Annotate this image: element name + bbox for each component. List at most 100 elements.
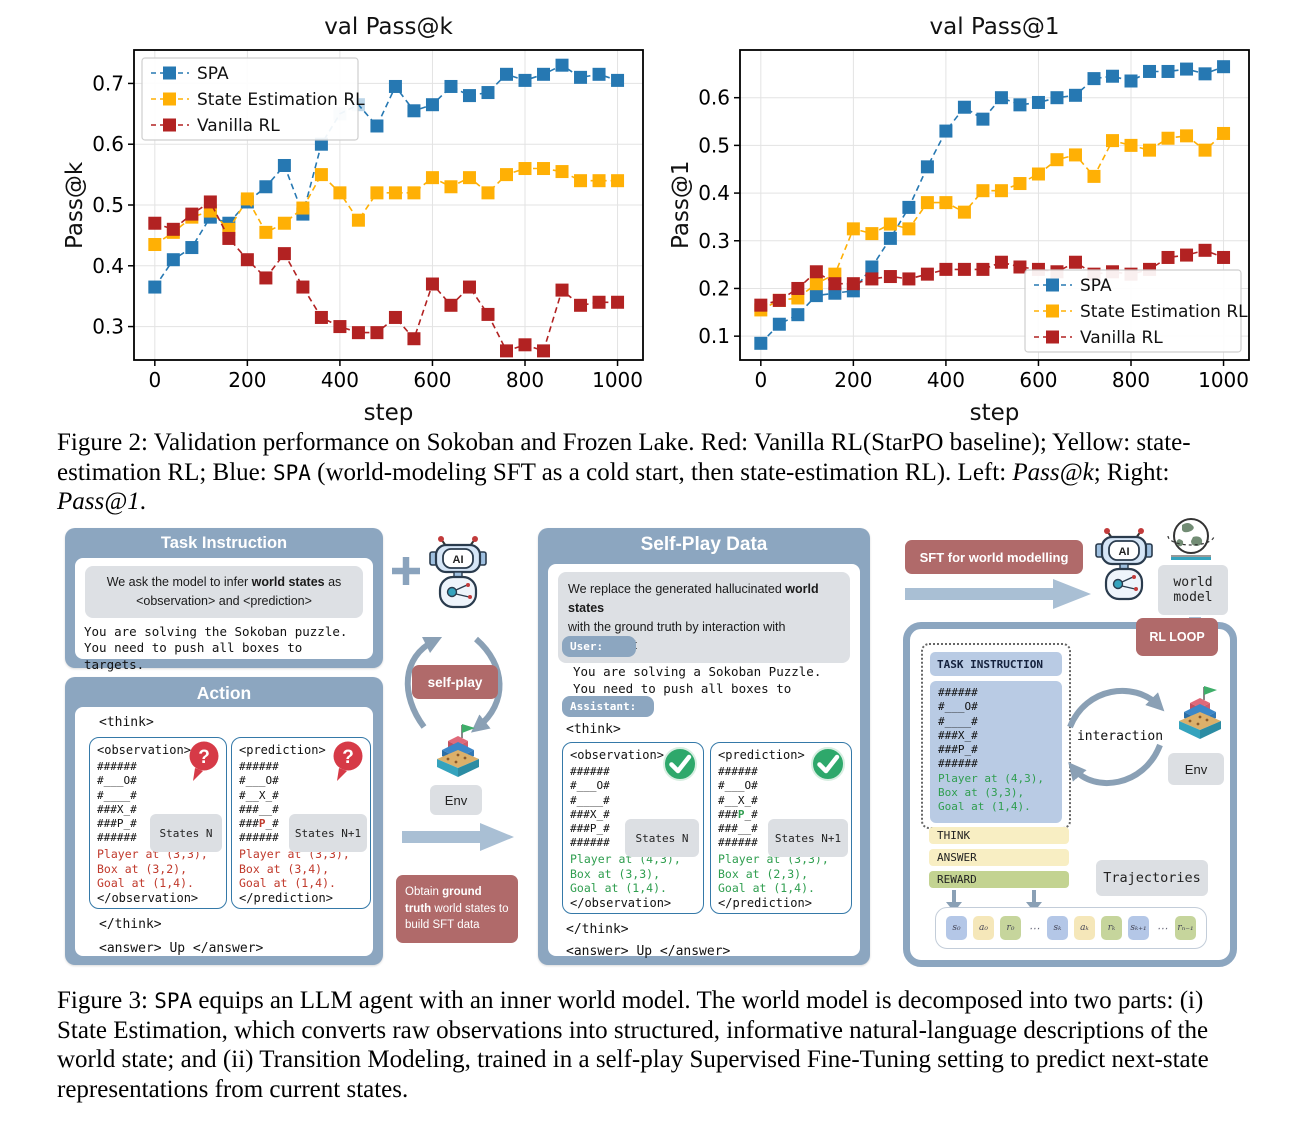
svg-text:1000: 1000: [592, 368, 643, 392]
svg-text:800: 800: [1112, 368, 1150, 392]
prediction-close-tag: </prediction>: [718, 895, 812, 910]
panel-title: Self-Play Data: [640, 534, 768, 555]
x-axis-label: step: [969, 400, 1020, 426]
task-intro-box: We ask the model to infer world states a…: [85, 566, 363, 618]
token-ellipsis: ⋯: [1028, 921, 1040, 935]
sokoban-grid: ###### #___O# #__X_# ###__# ###P_# ######: [239, 760, 279, 845]
chart-val-pass-at-k: val Pass@k Pass@k 0 200 400 600 800 1000 0.3 0.…: [62, 14, 670, 426]
env-icon: [437, 724, 479, 777]
state-text: Player at (3,3), Box at (2,3), Goal at (1,…: [718, 851, 829, 896]
interaction-arrows: [1067, 687, 1165, 786]
prediction-box: <prediction> ###### #___O# #__X_# ###__# ###…: [231, 737, 371, 909]
svg-text:0.5: 0.5: [92, 193, 124, 217]
sokoban-grid: ###### #___O# #__X_# ###P_# ###__# ######: [718, 765, 758, 850]
answer-tag: <answer> Up </answer>: [566, 944, 731, 959]
self-play-data-panel: Self-Play Data We replace the generated …: [538, 528, 870, 965]
observation-box: <observation> ###### #___O# #____# ###X_# ##…: [89, 737, 227, 909]
chart-title: val Pass@1: [929, 14, 1060, 40]
prediction-open-tag: <prediction>: [718, 748, 805, 762]
figure2-caption: Figure 2: Validation performance on Soko…: [57, 429, 1191, 515]
svg-text:AI: AI: [1119, 546, 1130, 558]
think-open-tag: <think>: [99, 715, 154, 730]
svg-text:SPA: SPA: [197, 64, 229, 84]
interaction-label: interaction: [1076, 729, 1164, 744]
self-play-loop-arrows: [404, 636, 503, 733]
svg-text:0.7: 0.7: [92, 71, 124, 95]
task-instruction-pill: TASK INSTRUCTION: [930, 652, 1062, 676]
token-chip: sₖ: [1047, 916, 1068, 940]
trajectories-box: Trajectories: [1096, 860, 1208, 896]
svg-text:SPA: SPA: [1080, 276, 1112, 296]
task-body-text: You are solving the Sokoban puzzle. You n…: [84, 623, 348, 673]
chart-plot: 0 200 400 600 800 1000 0.1 0.2 0.3 0.4 0.5 0.6 SPA St…: [698, 49, 1250, 392]
svg-text:0.5: 0.5: [698, 133, 730, 157]
check-badge-icon: [663, 747, 697, 781]
chart-title: val Pass@k: [324, 14, 453, 40]
x-axis-label: step: [363, 400, 414, 426]
answer-pill: ANSWER: [929, 849, 1069, 866]
token-chip: r₀: [1000, 916, 1021, 940]
rl-loop-badge: RL LOOP: [1136, 618, 1218, 656]
svg-text:400: 400: [321, 368, 359, 392]
rl-task-dotted-box: TASK INSTRUCTION ###### #___O# #____# ###X_…: [921, 643, 1071, 829]
reward-pill: REWARD: [929, 871, 1069, 888]
think-close-tag: </think>: [566, 922, 629, 937]
observation-close-tag: </observation>: [570, 895, 672, 910]
think-open-tag: <think>: [566, 722, 621, 737]
observation-open-tag: <observation>: [97, 743, 191, 757]
panel-title: Task Instruction: [160, 534, 288, 552]
svg-text:Vanilla RL: Vanilla RL: [1080, 328, 1163, 348]
svg-text:800: 800: [506, 368, 544, 392]
obtain-ground-truth-box: Obtain ground truth world states to buil…: [396, 875, 518, 943]
obtain-text: Obtain ground truth world states to buil…: [405, 885, 509, 932]
question-badge-icon: ?: [189, 741, 219, 781]
token-ellipsis: ⋯: [1156, 921, 1168, 935]
svg-text:Vanilla RL: Vanilla RL: [197, 116, 280, 136]
to-selfplay-arrow: [402, 823, 514, 851]
token-chip: s₀: [946, 916, 967, 940]
svg-text:0.2: 0.2: [698, 276, 730, 300]
state-text: Player at (4,3), Box at (3,3), Goal at (1,…: [938, 771, 1044, 814]
chart-val-pass-at-1: val Pass@1 Pass@1 0 200 400 600 800 1000 0.1 0.…: [668, 14, 1276, 426]
figure3-caption: Figure 3: SPA equips an LLM agent with a…: [57, 987, 1209, 1103]
states-n1-label: States N+1: [768, 819, 848, 857]
panel-card: <think> <observation> ###### #___O# #____#…: [75, 707, 373, 956]
sokoban-grid: ###### #___O# #____# ###X_# ###P_# ######: [97, 760, 137, 845]
token-chip: sₖ₊₁: [1128, 916, 1149, 940]
check-badge-icon: [811, 747, 845, 781]
action-panel: Action <think> <observation> ###### #___O…: [65, 677, 383, 965]
svg-text:1000: 1000: [1198, 368, 1249, 392]
ai-robot-icon: AI: [1095, 528, 1153, 601]
svg-text:0.3: 0.3: [92, 315, 124, 339]
observation-close-tag: </observation>: [97, 890, 199, 905]
svg-text:0.6: 0.6: [698, 86, 730, 110]
states-n-label: States N: [150, 814, 222, 852]
states-n-label: States N: [625, 819, 699, 857]
svg-text:200: 200: [834, 368, 872, 392]
panel-card: We replace the generated hallucinated wo…: [548, 564, 860, 959]
ai-robot-icon: AI: [429, 536, 487, 609]
prediction-open-tag: <prediction>: [239, 743, 326, 757]
plus-icon: [392, 557, 420, 585]
state-text: Player at (4,3), Box at (3,3), Goal at (1,…: [570, 851, 681, 896]
user-pill: User:: [562, 636, 636, 657]
chart-plot: 0 200 400 600 800 1000 0.3 0.4 0.5 0.6 0.7 SPA State…: [92, 49, 644, 392]
svg-text:?: ?: [198, 747, 210, 768]
svg-text:400: 400: [927, 368, 965, 392]
panel-title: Action: [196, 683, 252, 703]
sft-arrow: [905, 579, 1091, 609]
prediction-close-tag: </prediction>: [239, 890, 333, 905]
figure3-diagram: Task Instruction We ask the model to inf…: [0, 515, 1302, 985]
sokoban-grid: ###### #___O# #____# ###X_# ###P_# ######: [938, 686, 978, 771]
self-play-badge: self-play: [412, 665, 498, 699]
think-close-tag: </think>: [99, 917, 162, 932]
env-icon: [1179, 686, 1221, 739]
trajectory-token-strip: s₀ a₀ r₀ ⋯ sₖ aₖ rₖ sₖ₊₁ ⋯ rₙ₋₁: [935, 907, 1207, 949]
svg-text:600: 600: [1019, 368, 1057, 392]
svg-text:0.1: 0.1: [698, 324, 730, 348]
question-badge-icon: ?: [333, 741, 363, 781]
token-chip: a₀: [973, 916, 994, 940]
world-model-text: world model: [1173, 575, 1213, 605]
answer-tag: <answer> Up </answer>: [99, 941, 264, 956]
